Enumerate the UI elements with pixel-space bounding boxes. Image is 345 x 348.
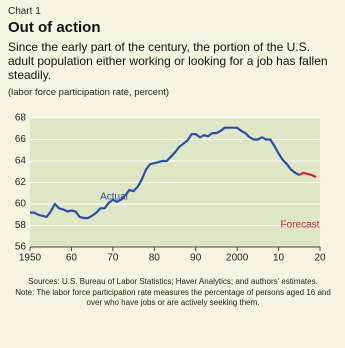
y-axis-label: (labor force participation rate, percent… xyxy=(8,87,170,98)
x-tick-label: 60 xyxy=(66,253,78,264)
y-tick-label: 64 xyxy=(15,156,27,167)
note: Note: The labor force participation rate… xyxy=(15,287,331,308)
y-tick-label: 68 xyxy=(15,113,27,124)
chart-title: Out of action xyxy=(8,19,101,36)
y-tick-label: 56 xyxy=(15,242,27,253)
series-line xyxy=(298,171,317,179)
series-line xyxy=(30,126,300,220)
x-tick-label: 80 xyxy=(149,253,161,264)
chart-kicker: Chart 1 xyxy=(8,6,41,17)
y-tick-label: 62 xyxy=(15,177,27,188)
x-tick-label: 2000 xyxy=(226,253,249,264)
y-tick-label: 60 xyxy=(15,199,27,210)
y-tick-label: 66 xyxy=(15,134,27,145)
series-label: Actual xyxy=(100,192,128,203)
y-tick-label: 58 xyxy=(15,220,27,231)
x-tick-label: 20 xyxy=(314,253,326,264)
x-tick-label: 70 xyxy=(107,253,119,264)
notes: Sources: U.S. Bureau of Labor Statistics… xyxy=(12,277,334,309)
x-tick-label: 10 xyxy=(273,253,285,264)
chart-subtitle: Since the early part of the century, the… xyxy=(8,40,328,82)
x-tick-label: 1950 xyxy=(19,253,42,264)
series-label: Forecast xyxy=(281,220,320,231)
source-note: Sources: U.S. Bureau of Labor Statistics… xyxy=(28,277,318,286)
x-tick-label: 90 xyxy=(190,253,202,264)
